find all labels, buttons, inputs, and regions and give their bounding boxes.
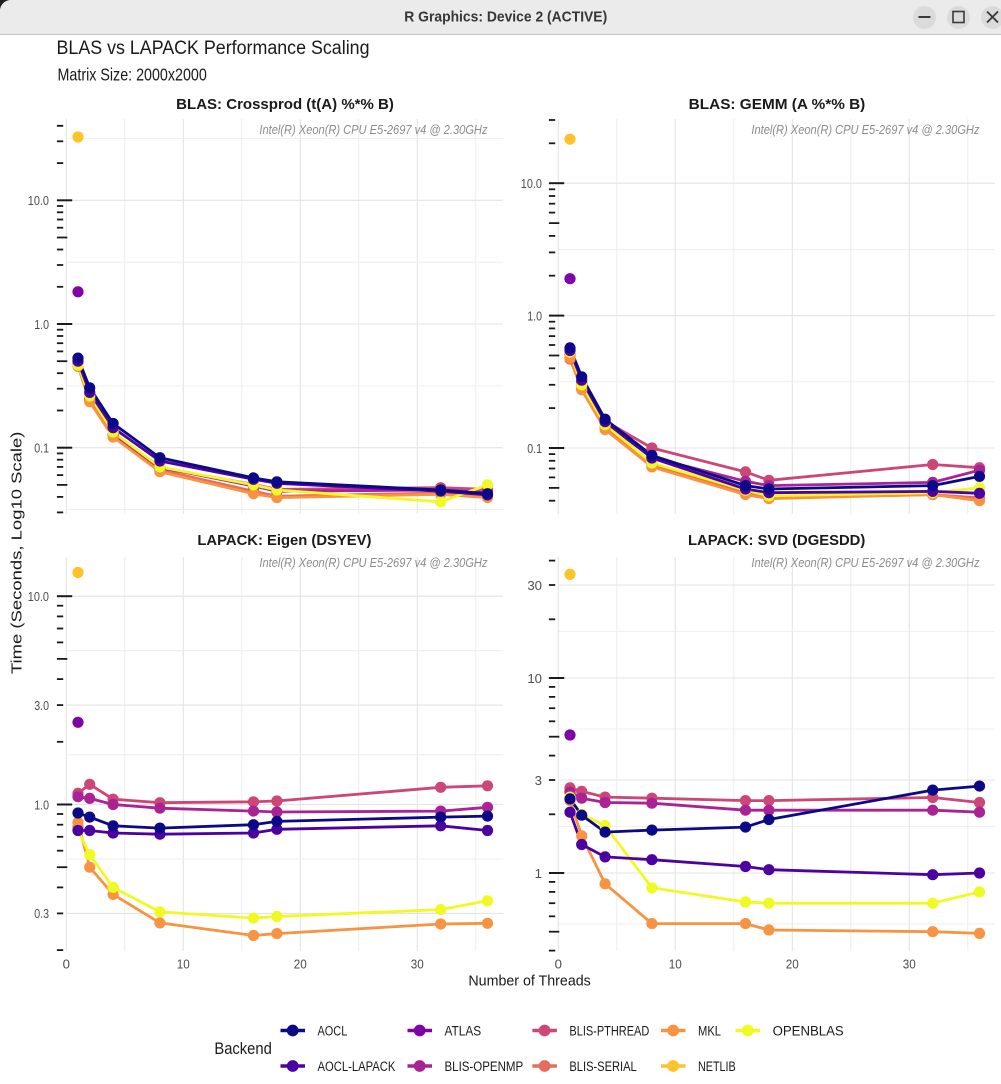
svg-text:BLAS vs LAPACK Performance Sca: BLAS vs LAPACK Performance Scaling: [57, 38, 370, 59]
svg-text:OPENBLAS: OPENBLAS: [773, 1023, 844, 1038]
svg-text:20: 20: [294, 957, 307, 972]
svg-text:0.1: 0.1: [34, 441, 49, 456]
svg-text:Intel(R) Xeon(R) CPU E5-2697 v: Intel(R) Xeon(R) CPU E5-2697 v4 @ 2.30GH…: [751, 555, 980, 570]
svg-text:30: 30: [411, 957, 424, 972]
svg-text:3: 3: [535, 773, 542, 788]
svg-text:3.0: 3.0: [34, 698, 49, 713]
svg-text:LAPACK: Eigen (DSYEV): LAPACK: Eigen (DSYEV): [197, 532, 371, 549]
svg-text:Matrix Size: 2000x2000: Matrix Size: 2000x2000: [58, 64, 208, 84]
svg-text:10: 10: [669, 957, 682, 972]
svg-text:Intel(R) Xeon(R) CPU E5-2697 v: Intel(R) Xeon(R) CPU E5-2697 v4 @ 2.30GH…: [259, 555, 488, 570]
svg-text:Intel(R) Xeon(R) CPU E5-2697 v: Intel(R) Xeon(R) CPU E5-2697 v4 @ 2.30GH…: [259, 122, 488, 137]
svg-text:R Graphics: Device 2 (ACTIVE): R Graphics: Device 2 (ACTIVE): [404, 9, 607, 26]
svg-text:1.0: 1.0: [34, 317, 49, 332]
svg-text:10.0: 10.0: [28, 193, 49, 208]
svg-text:BLAS: Crossprod (t(A) %*% B): BLAS: Crossprod (t(A) %*% B): [176, 96, 394, 113]
svg-text:20: 20: [786, 957, 799, 972]
svg-text:0: 0: [555, 957, 562, 972]
svg-text:10: 10: [177, 957, 190, 972]
svg-text:0.1: 0.1: [527, 441, 542, 456]
svg-text:NETLIB: NETLIB: [698, 1059, 736, 1074]
svg-text:Intel(R) Xeon(R) CPU E5-2697 v: Intel(R) Xeon(R) CPU E5-2697 v4 @ 2.30GH…: [751, 122, 980, 137]
svg-text:BLIS-PTHREAD: BLIS-PTHREAD: [569, 1023, 649, 1038]
svg-text:1: 1: [535, 866, 542, 881]
svg-text:AOCL: AOCL: [318, 1023, 348, 1038]
svg-text:10.0: 10.0: [521, 176, 542, 191]
svg-text:AOCL-LAPACK: AOCL-LAPACK: [318, 1059, 396, 1074]
svg-text:1.0: 1.0: [34, 797, 49, 812]
svg-text:BLAS: GEMM (A %*% B): BLAS: GEMM (A %*% B): [689, 96, 866, 113]
svg-text:MKL: MKL: [698, 1023, 721, 1038]
svg-text:10: 10: [527, 671, 542, 686]
svg-text:0.3: 0.3: [34, 906, 49, 921]
svg-text:Backend: Backend: [214, 1040, 271, 1058]
svg-text:LAPACK: SVD (DGESDD): LAPACK: SVD (DGESDD): [688, 532, 865, 549]
svg-text:1.0: 1.0: [527, 308, 542, 323]
svg-text:10.0: 10.0: [28, 589, 49, 604]
svg-text:Time (Seconds, Log10 Scale): Time (Seconds, Log10 Scale): [9, 432, 26, 675]
svg-text:BLIS-SERIAL: BLIS-SERIAL: [569, 1059, 636, 1074]
svg-text:30: 30: [527, 578, 542, 593]
svg-text:Number of Threads: Number of Threads: [468, 972, 590, 989]
svg-text:BLIS-OPENMP: BLIS-OPENMP: [445, 1059, 524, 1074]
svg-text:30: 30: [903, 957, 916, 972]
svg-text:ATLAS: ATLAS: [445, 1023, 482, 1038]
svg-text:0: 0: [63, 957, 70, 972]
